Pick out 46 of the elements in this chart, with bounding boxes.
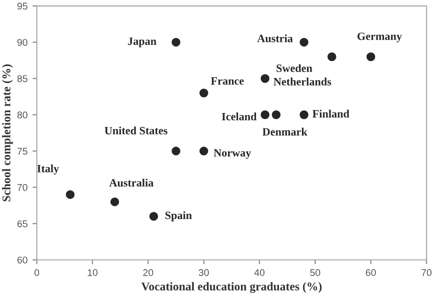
y-tick-label: 75 bbox=[17, 148, 28, 155]
x-axis-title: Vocational education graduates (%) bbox=[141, 282, 322, 293]
point bbox=[300, 110, 308, 120]
annotation: Netherlands bbox=[274, 78, 332, 86]
annotation: Finland bbox=[312, 110, 350, 118]
annotation: Iceland bbox=[222, 112, 257, 120]
annotation: Denmark bbox=[262, 128, 308, 136]
x-tick-label: 50 bbox=[310, 269, 320, 276]
x-tick-label: 10 bbox=[88, 269, 98, 276]
point bbox=[110, 197, 120, 206]
x-tick-label: 60 bbox=[366, 269, 376, 276]
point bbox=[366, 52, 376, 62]
point bbox=[199, 146, 208, 156]
x-tick-label: 0 bbox=[34, 269, 40, 276]
point bbox=[327, 52, 336, 62]
point bbox=[149, 212, 158, 221]
y-tick-label: 90 bbox=[17, 38, 28, 46]
point bbox=[260, 110, 270, 120]
x-tick-label: 70 bbox=[422, 269, 432, 276]
annotation: United States bbox=[104, 126, 168, 134]
y-tick-label: 95 bbox=[17, 2, 28, 10]
x-tick-label: 40 bbox=[254, 269, 265, 276]
x-tick-label: 20 bbox=[143, 269, 154, 276]
y-tick-label: 80 bbox=[17, 112, 28, 118]
annotation: Sweden bbox=[276, 64, 312, 72]
point bbox=[272, 110, 281, 120]
point bbox=[66, 190, 75, 199]
point bbox=[199, 88, 208, 98]
y-tick-label: 85 bbox=[17, 75, 28, 82]
annotation: Germany bbox=[357, 32, 402, 42]
point bbox=[172, 38, 180, 47]
annotation: France bbox=[210, 77, 244, 85]
y-axis-title: School completion rate (%) bbox=[2, 64, 13, 202]
point bbox=[300, 38, 308, 47]
y-tick-label: 65 bbox=[17, 220, 28, 228]
point bbox=[260, 74, 270, 83]
x-tick-label: 30 bbox=[198, 269, 209, 276]
y-tick-label: 60 bbox=[17, 256, 28, 264]
annotation: Australia bbox=[109, 178, 154, 187]
annotation: Norway bbox=[214, 149, 252, 159]
annotation: Japan bbox=[128, 38, 156, 48]
point bbox=[172, 146, 180, 156]
y-tick-label: 70 bbox=[17, 184, 28, 191]
annotation: Spain bbox=[165, 211, 192, 222]
annotation: Italy bbox=[37, 164, 59, 175]
annotation: Austria bbox=[257, 34, 293, 42]
